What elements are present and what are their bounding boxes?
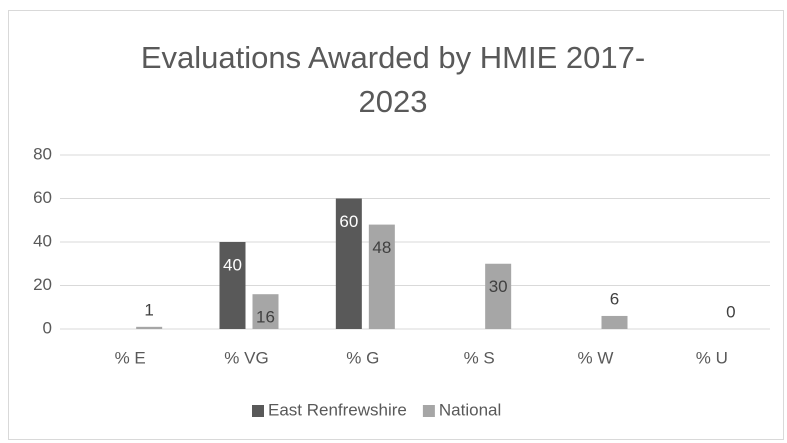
x-tick-label: % VG <box>224 348 268 367</box>
data-label: 40 <box>223 255 242 274</box>
x-tick-label: % G <box>346 348 379 367</box>
y-tick-label: 40 <box>33 231 52 250</box>
legend-swatch <box>252 405 264 417</box>
data-label: 1 <box>144 300 153 319</box>
x-tick-label: % S <box>464 348 495 367</box>
y-tick-label: 80 <box>33 144 52 163</box>
bar <box>485 263 512 329</box>
x-tick-label: % U <box>696 348 728 367</box>
bar <box>335 198 362 329</box>
legend-swatch <box>422 405 435 417</box>
data-label: 30 <box>489 277 508 296</box>
legend-label: East Renfrewshire <box>268 400 407 419</box>
x-tick-label: % E <box>115 348 146 367</box>
chart-title: Evaluations Awarded by HMIE 2017-2023 <box>140 40 646 119</box>
chart-frame <box>8 10 784 440</box>
bar <box>219 242 246 329</box>
data-label: 60 <box>339 212 358 231</box>
bar <box>252 294 279 329</box>
data-label: 6 <box>610 289 619 308</box>
x-tick-label: % W <box>578 348 614 367</box>
data-label: 0 <box>726 302 735 321</box>
data-label: 48 <box>372 238 391 257</box>
data-label: 16 <box>256 308 275 327</box>
y-tick-label: 0 <box>43 318 52 337</box>
bar <box>136 326 163 329</box>
legend-label: National <box>439 400 501 419</box>
y-tick-label: 60 <box>33 188 52 207</box>
bar <box>601 315 628 329</box>
bar <box>368 224 395 329</box>
y-tick-label: 20 <box>33 275 52 294</box>
